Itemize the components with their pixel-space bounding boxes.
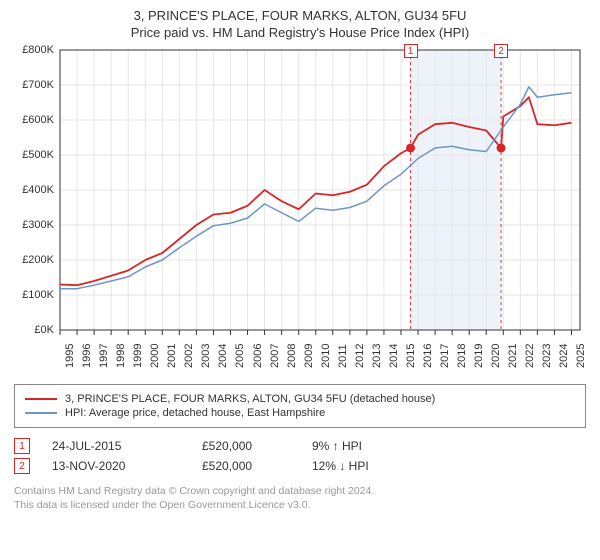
x-axis-tick-label: 2016	[422, 344, 434, 368]
sale-price: £520,000	[202, 459, 312, 473]
x-axis-tick-label: 2004	[217, 344, 229, 368]
x-axis-tick-label: 2002	[183, 344, 195, 368]
y-axis-tick-label: £800K	[22, 44, 54, 56]
sale-date: 13-NOV-2020	[52, 459, 202, 473]
y-axis-tick-label: £700K	[22, 79, 54, 91]
legend-label: HPI: Average price, detached house, East…	[65, 407, 325, 419]
legend-swatch	[25, 412, 57, 414]
x-axis-tick-label: 2009	[303, 344, 315, 368]
x-axis-tick-label: 2012	[354, 344, 366, 368]
legend: 3, PRINCE'S PLACE, FOUR MARKS, ALTON, GU…	[14, 384, 586, 428]
chart-title-address: 3, PRINCE'S PLACE, FOUR MARKS, ALTON, GU…	[14, 8, 586, 23]
chart-title-subtitle: Price paid vs. HM Land Registry's House …	[14, 25, 586, 40]
x-axis-tick-label: 1996	[81, 344, 93, 368]
x-axis-tick-label: 2001	[166, 344, 178, 368]
sale-record-row: 2 13-NOV-2020£520,00012% ↓ HPI	[14, 458, 586, 474]
sale-marker-flag: 1	[404, 44, 418, 58]
x-axis-tick-label: 1998	[115, 344, 127, 368]
y-axis-tick-label: £100K	[22, 289, 54, 301]
x-axis-tick-label: 2007	[269, 344, 281, 368]
chart-title-block: 3, PRINCE'S PLACE, FOUR MARKS, ALTON, GU…	[14, 8, 586, 40]
line-chart	[14, 46, 586, 376]
attribution-footer: Contains HM Land Registry data © Crown c…	[14, 484, 586, 512]
x-axis-tick-label: 1999	[132, 344, 144, 368]
footer-line-2: This data is licensed under the Open Gov…	[14, 498, 586, 512]
x-axis-tick-label: 2022	[524, 344, 536, 368]
sale-date: 24-JUL-2015	[52, 439, 202, 453]
sale-price: £520,000	[202, 439, 312, 453]
x-axis-tick-label: 2019	[473, 344, 485, 368]
x-axis-tick-label: 2000	[149, 344, 161, 368]
x-axis-tick-label: 1997	[98, 344, 110, 368]
x-axis-tick-label: 2020	[490, 344, 502, 368]
x-axis-tick-label: 2011	[337, 344, 349, 368]
x-axis-tick-label: 2021	[507, 344, 519, 368]
y-axis-tick-label: £500K	[22, 149, 54, 161]
sale-marker-badge: 2	[14, 458, 30, 474]
sale-record-row: 1 24-JUL-2015£520,0009% ↑ HPI	[14, 438, 586, 454]
legend-row: HPI: Average price, detached house, East…	[25, 407, 575, 419]
y-axis-tick-label: £0K	[34, 324, 54, 336]
sales-table: 1 24-JUL-2015£520,0009% ↑ HPI 2 13-NOV-2020…	[14, 438, 586, 474]
x-axis-tick-label: 2013	[371, 344, 383, 368]
x-axis-tick-label: 2010	[320, 344, 332, 368]
legend-label: 3, PRINCE'S PLACE, FOUR MARKS, ALTON, GU…	[65, 393, 435, 405]
x-axis-tick-label: 2017	[439, 344, 451, 368]
footer-line-1: Contains HM Land Registry data © Crown c…	[14, 484, 586, 498]
x-axis-tick-label: 2015	[405, 344, 417, 368]
x-axis-tick-label: 2024	[558, 344, 570, 368]
sale-marker-badge: 1	[14, 438, 30, 454]
x-axis-tick-label: 2014	[388, 344, 400, 368]
x-axis-tick-label: 2025	[575, 344, 587, 368]
chart-area: £0K £100K £200K £300K £400K £500K £600K £700K £8…	[14, 46, 586, 376]
y-axis-tick-label: £400K	[22, 184, 54, 196]
x-axis-tick-label: 2008	[286, 344, 298, 368]
sale-hpi-diff: 9% ↑ HPI	[312, 439, 362, 453]
x-axis-tick-label: 1995	[64, 344, 76, 368]
x-axis-tick-label: 2003	[200, 344, 212, 368]
x-axis-tick-label: 2005	[234, 344, 246, 368]
x-axis-tick-label: 2018	[456, 344, 468, 368]
y-axis-tick-label: £300K	[22, 219, 54, 231]
sale-hpi-diff: 12% ↓ HPI	[312, 459, 369, 473]
sale-marker-flag: 2	[494, 44, 508, 58]
y-axis-tick-label: £600K	[22, 114, 54, 126]
x-axis-tick-label: 2006	[252, 344, 264, 368]
legend-swatch	[25, 398, 57, 400]
y-axis-tick-label: £200K	[22, 254, 54, 266]
legend-row: 3, PRINCE'S PLACE, FOUR MARKS, ALTON, GU…	[25, 393, 575, 405]
x-axis-tick-label: 2023	[541, 344, 553, 368]
